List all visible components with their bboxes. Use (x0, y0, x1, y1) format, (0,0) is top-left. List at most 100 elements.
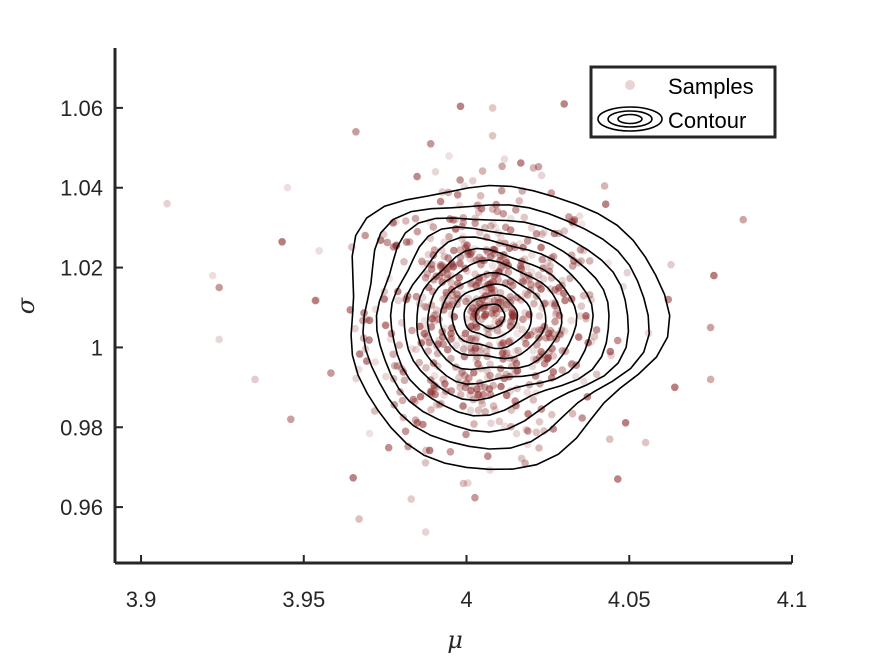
sample-point (710, 271, 718, 280)
sample-point (486, 360, 494, 369)
contour-line (362, 204, 651, 450)
sample-point (412, 292, 421, 301)
contour-line (389, 226, 610, 417)
contour-line (463, 294, 519, 340)
sample-point (529, 164, 538, 172)
sample-point (486, 371, 494, 380)
sample-point (451, 216, 460, 224)
sample-point (413, 172, 421, 181)
sample-point (551, 317, 559, 326)
sample-point (473, 391, 482, 399)
sample-point (443, 274, 452, 283)
sample-point (449, 263, 458, 271)
sample-point (418, 257, 426, 266)
sample-point (487, 419, 495, 428)
samples-layer (163, 100, 747, 536)
sample-point (359, 316, 367, 325)
sample-point (469, 177, 477, 185)
sample-point (502, 391, 511, 400)
sample-point (475, 274, 483, 282)
sample-point (623, 268, 631, 277)
sample-point (495, 417, 504, 426)
sample-point (512, 321, 521, 330)
sample-point (448, 296, 457, 305)
y-tick-label: 1.02 (60, 256, 103, 281)
sample-point (474, 360, 482, 368)
sample-point (519, 315, 527, 324)
sample-point (513, 367, 522, 375)
sample-point (506, 226, 515, 234)
sample-point (407, 495, 416, 503)
sample-point (483, 367, 491, 375)
sample-point (465, 374, 473, 382)
sample-point (503, 348, 511, 357)
sample-point (614, 475, 622, 483)
sample-point (548, 299, 556, 308)
sample-point (499, 210, 508, 218)
sample-point (585, 257, 594, 265)
sample-point (498, 349, 507, 358)
sample-point (459, 290, 467, 298)
sample-point (706, 375, 715, 384)
sample-point (517, 264, 525, 273)
legend-box (589, 65, 777, 139)
sample-point (459, 218, 468, 227)
sample-point (534, 271, 543, 280)
sample-point (551, 310, 560, 319)
sample-point (427, 387, 435, 396)
sample-point (445, 152, 453, 160)
sample-point (444, 254, 453, 262)
sample-point (500, 155, 509, 163)
sample-point (471, 344, 480, 353)
sample-point (493, 207, 502, 216)
sample-point (485, 385, 494, 393)
x-axis-label: μ (447, 626, 463, 654)
sample-point (455, 273, 464, 282)
sample-point (425, 338, 434, 347)
sample-point (739, 215, 747, 224)
sample-point (560, 100, 568, 108)
sample-point (283, 183, 292, 192)
sample-point (278, 238, 286, 246)
sample-point (355, 515, 363, 523)
sample-point (538, 230, 546, 238)
sample-point (546, 333, 555, 342)
y-tick-label: 1.06 (60, 96, 103, 121)
sample-point (472, 333, 481, 342)
sample-point (401, 427, 410, 436)
sample-point (506, 336, 515, 345)
sample-point (467, 348, 476, 356)
sample-point (489, 220, 497, 228)
sample-point (544, 329, 553, 338)
sample-point (568, 409, 577, 418)
sample-point (572, 372, 580, 381)
sample-point (427, 323, 436, 331)
sample-point (515, 197, 524, 205)
sample-point (606, 347, 615, 356)
sample-point (558, 366, 567, 374)
x-tick-label: 3.95 (282, 587, 325, 612)
sample-point (477, 204, 486, 213)
sample-point (453, 191, 462, 199)
contour-line (415, 247, 578, 386)
sample-point (452, 341, 461, 350)
sample-point (508, 362, 516, 371)
sample-point (361, 231, 370, 240)
sample-point (706, 323, 715, 332)
sample-point (493, 326, 502, 335)
sample-point (504, 268, 513, 276)
sample-point (499, 298, 508, 306)
sample-point (496, 298, 505, 306)
sample-point (311, 296, 320, 305)
sample-point (500, 422, 509, 431)
sample-point (462, 430, 470, 439)
sample-point (412, 345, 420, 354)
contour-layer (350, 184, 671, 471)
sample-point (459, 345, 468, 353)
sample-point (408, 326, 416, 335)
sample-point (523, 388, 532, 397)
sample-point (471, 270, 480, 279)
sample-point (546, 262, 554, 270)
sample-point (512, 359, 521, 368)
